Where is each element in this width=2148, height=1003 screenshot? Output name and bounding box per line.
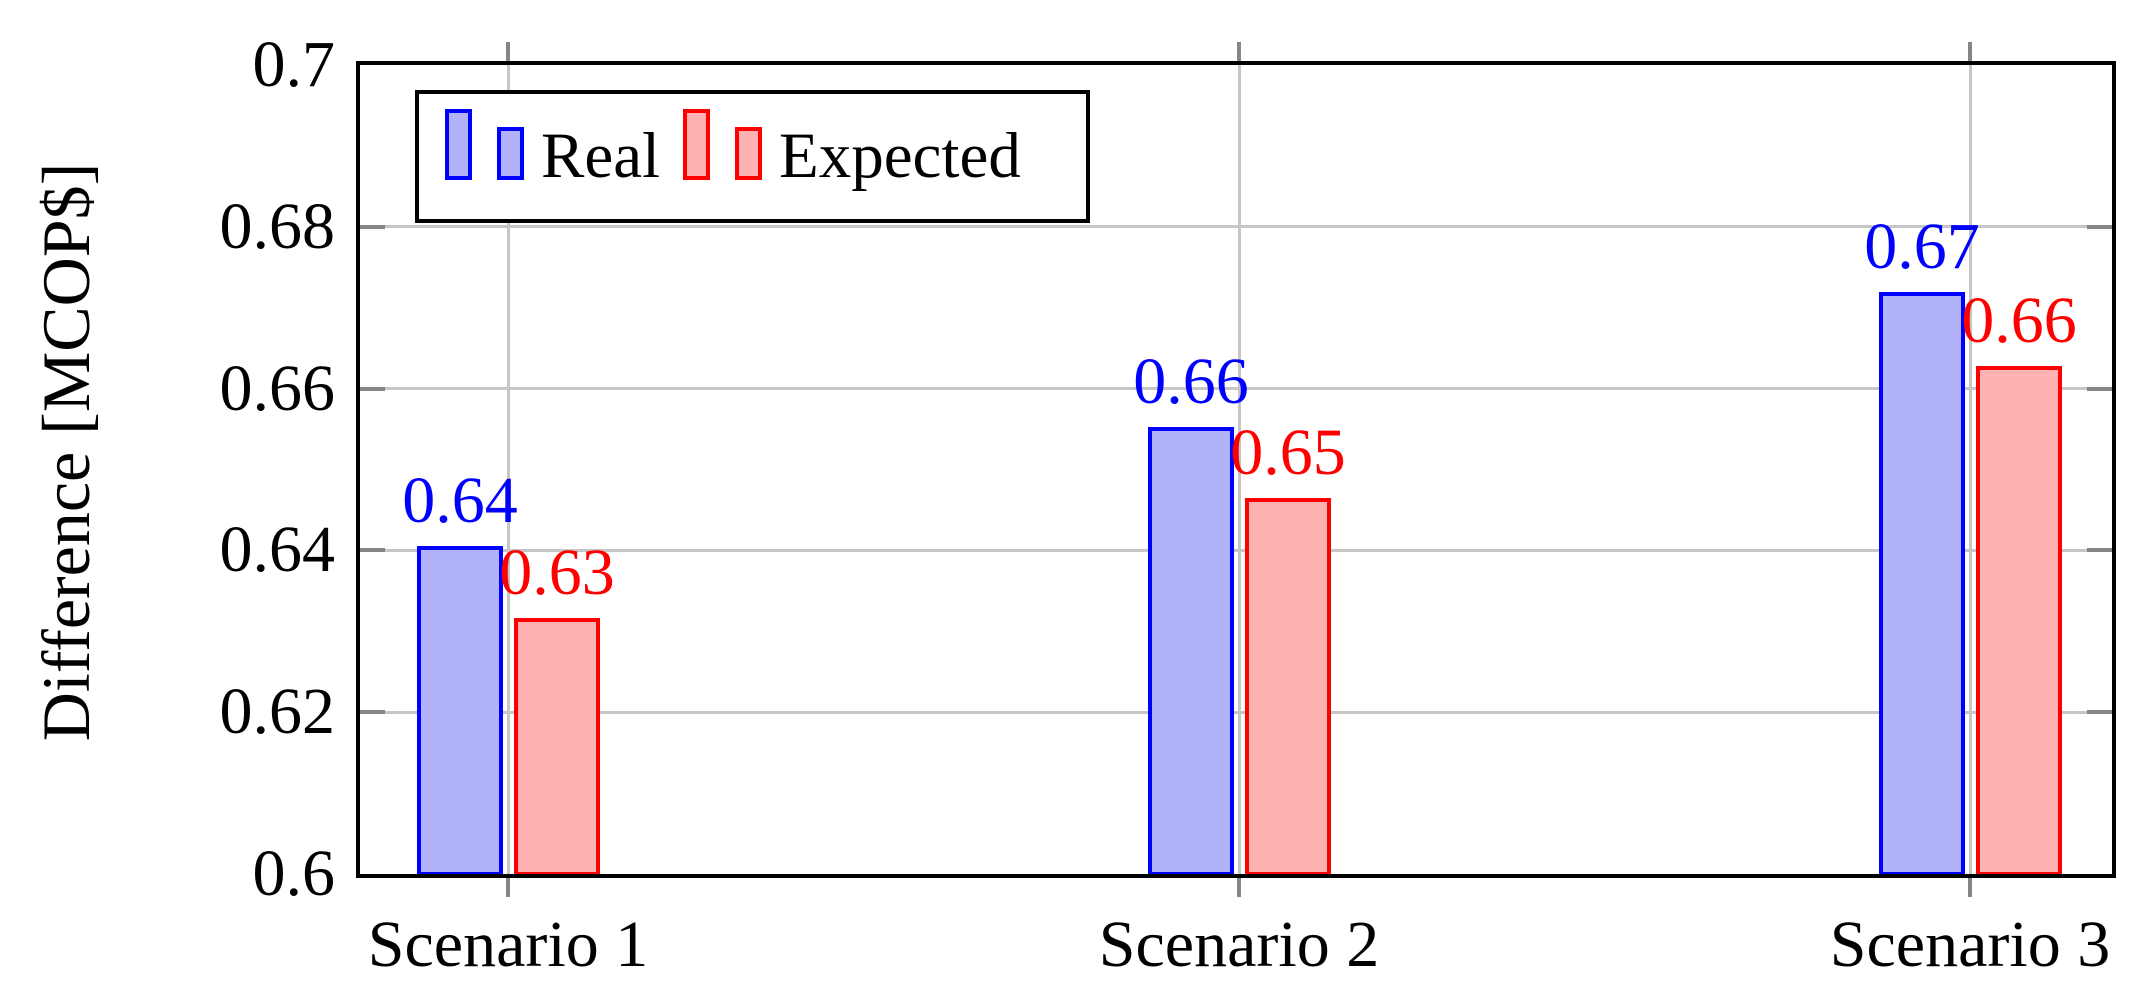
legend-real-bar-short-icon xyxy=(497,127,524,180)
legend-expected-bar-short-icon xyxy=(735,127,762,180)
bar-expected-2 xyxy=(1245,497,1331,876)
x-tick-mark-top-icon xyxy=(506,42,510,65)
bar-expected-1 xyxy=(514,618,600,876)
value-label-real-1: 0.64 xyxy=(402,464,518,538)
bar-real-2 xyxy=(1148,426,1234,876)
v-gridline xyxy=(1237,65,1241,874)
y-tick-label: 0.68 xyxy=(219,189,336,263)
value-label-real-3: 0.67 xyxy=(1864,210,1980,284)
y-tick-mark-left-icon xyxy=(360,710,385,715)
h-gridline xyxy=(360,548,2112,552)
x-tick-label: Scenario 2 xyxy=(1098,908,1380,981)
bar-real-3 xyxy=(1879,292,1965,876)
value-label-real-2: 0.66 xyxy=(1133,344,1249,418)
y-tick-mark-right-icon xyxy=(2087,386,2112,391)
h-gridline xyxy=(360,225,2112,229)
y-tick-mark-left-icon xyxy=(360,224,385,229)
x-tick-mark-top-icon xyxy=(1237,42,1241,65)
y-tick-mark-right-icon xyxy=(2087,548,2112,553)
legend-content: Real Expected xyxy=(419,94,1086,219)
value-label-expected-1: 0.63 xyxy=(499,536,615,610)
h-gridline xyxy=(360,710,2112,714)
legend-label-real: Real xyxy=(541,120,661,192)
x-tick-mark-bottom-icon xyxy=(1237,874,1241,897)
legend-label-expected: Expected xyxy=(779,120,1021,192)
legend-box: Real Expected xyxy=(415,90,1090,223)
v-gridline xyxy=(1968,65,1972,874)
y-tick-label: 0.62 xyxy=(219,675,336,749)
y-tick-mark-right-icon xyxy=(2087,710,2112,715)
v-gridline xyxy=(506,65,510,874)
y-tick-mark-left-icon xyxy=(360,386,385,391)
legend-expected-bar-tall-icon xyxy=(683,109,710,180)
x-tick-mark-bottom-icon xyxy=(1968,874,1972,897)
value-label-expected-3: 0.66 xyxy=(1961,283,2077,357)
bar-expected-3 xyxy=(1976,365,2062,876)
y-tick-mark-right-icon xyxy=(2087,224,2112,229)
y-tick-mark-left-icon xyxy=(360,548,385,553)
legend-real-bar-tall-icon xyxy=(445,109,472,180)
x-tick-label: Scenario 1 xyxy=(367,908,649,981)
x-tick-mark-top-icon xyxy=(1968,42,1972,65)
h-gridline xyxy=(360,387,2112,391)
y-axis-label: Difference [MCOP$] xyxy=(28,162,104,742)
bar-real-1 xyxy=(417,546,503,876)
y-tick-label: 0.66 xyxy=(219,351,336,425)
x-tick-label: Scenario 3 xyxy=(1829,908,2111,981)
y-tick-label: 0.6 xyxy=(252,837,336,910)
x-tick-mark-bottom-icon xyxy=(506,874,510,897)
value-label-expected-2: 0.65 xyxy=(1230,415,1346,489)
y-tick-label: 0.64 xyxy=(219,513,336,587)
y-tick-label: 0.7 xyxy=(252,28,336,101)
